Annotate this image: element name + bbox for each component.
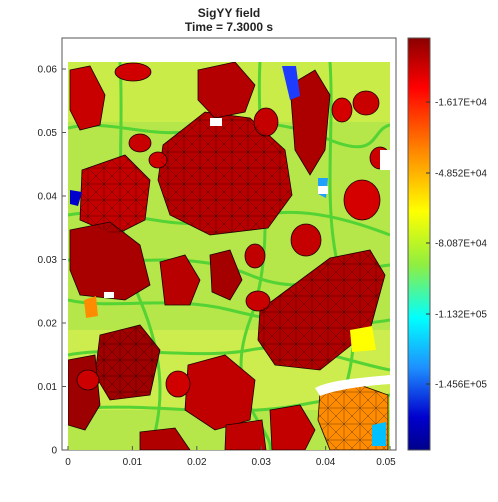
hotspot xyxy=(84,296,98,318)
x-tick-label: 0.01 xyxy=(123,457,143,468)
grain xyxy=(184,354,256,431)
grain xyxy=(159,254,201,306)
colorbar-tick-label: -4.852E+04 xyxy=(435,169,487,180)
void xyxy=(210,118,222,126)
sigyy-field xyxy=(68,62,390,450)
grain xyxy=(269,404,316,450)
grain xyxy=(209,249,243,301)
y-tick-label: 0 xyxy=(51,446,57,457)
x-tick-label: 0 xyxy=(65,457,71,468)
grain xyxy=(197,62,256,119)
hotspot xyxy=(70,190,82,206)
y-tick-label: 0.01 xyxy=(38,382,58,393)
x-tick-marks xyxy=(67,446,391,450)
x-axis: 0 0.01 0.02 0.03 0.04 0.05 xyxy=(65,446,396,468)
chart-subtitle: Time = 7.3000 s xyxy=(185,20,274,34)
chart-title: SigYY field xyxy=(198,6,260,20)
colorbar-gradient xyxy=(407,37,431,451)
colorbar-tick-label: -1.456E+05 xyxy=(435,380,487,391)
grain xyxy=(165,370,191,398)
grain xyxy=(289,69,331,176)
grain xyxy=(69,65,106,131)
grain xyxy=(244,243,266,269)
colorbar-tick-label: -1.617E+04 xyxy=(435,98,487,109)
void xyxy=(318,186,328,194)
grain xyxy=(331,97,353,123)
grain xyxy=(224,419,267,450)
grain xyxy=(139,427,191,450)
grain xyxy=(245,290,271,312)
grain xyxy=(128,133,152,153)
y-tick-label: 0.04 xyxy=(38,192,58,203)
void xyxy=(315,375,390,396)
y-tick-marks xyxy=(62,68,66,451)
colorbar: -1.617E+04 -4.852E+04 -8.087E+04 -1.132E… xyxy=(407,37,487,451)
void xyxy=(380,150,390,170)
y-tick-label: 0.05 xyxy=(38,128,58,139)
colorbar-tick-marks xyxy=(426,101,430,385)
grain xyxy=(290,223,322,257)
y-axis: 0 0.01 0.02 0.03 0.04 0.05 0.06 xyxy=(38,65,66,457)
x-tick-label: 0.04 xyxy=(316,457,336,468)
voids xyxy=(104,118,390,396)
colorbar-tick-label: -1.132E+05 xyxy=(435,310,487,321)
hotspot xyxy=(350,326,376,352)
y-tick-label: 0.03 xyxy=(38,255,58,266)
x-tick-label: 0.03 xyxy=(251,457,271,468)
grain xyxy=(114,62,152,82)
colorbar-tick-label: -8.087E+04 xyxy=(435,239,487,250)
hotspot xyxy=(372,422,386,446)
y-tick-label: 0.02 xyxy=(38,319,58,330)
grain xyxy=(352,90,380,116)
grain xyxy=(343,179,381,221)
hotspot xyxy=(282,66,300,100)
title-block: SigYY field Time = 7.3000 s xyxy=(185,6,274,34)
y-tick-label: 0.06 xyxy=(38,65,58,76)
void xyxy=(104,292,114,298)
x-tick-label: 0.05 xyxy=(376,457,396,468)
x-tick-label: 0.02 xyxy=(187,457,207,468)
